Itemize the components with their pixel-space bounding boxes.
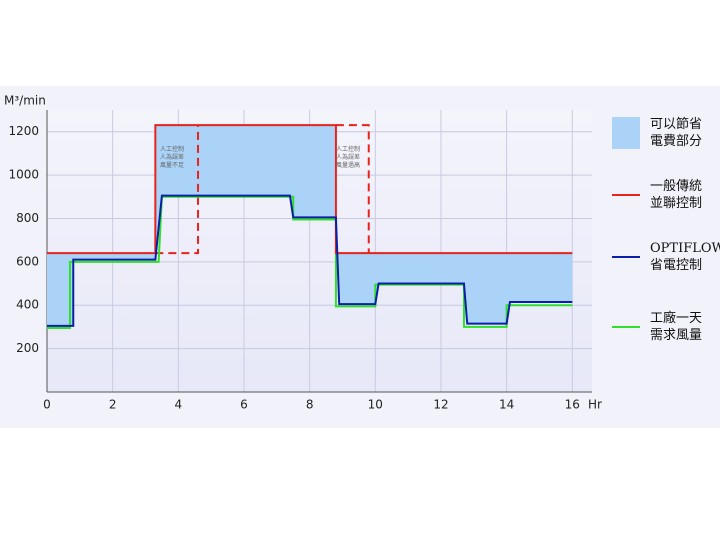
x-axis-label: Hr (588, 398, 602, 412)
dashed-line (335, 124, 370, 254)
annotation: 人工控制 人為誤差 風量過高 (336, 146, 361, 169)
x-tick-label: 12 (433, 398, 448, 412)
x-tick-label: 2 (109, 398, 117, 412)
legend-text: OPTIFLOW 省電控制 (650, 241, 720, 273)
savings-area (47, 125, 573, 326)
dashed-line (155, 125, 200, 255)
x-tick-label: 10 (368, 398, 383, 412)
legend-swatch (612, 117, 640, 149)
x-tick-label: 4 (175, 398, 183, 412)
legend-text: 一般傳統 並聯控制 (650, 179, 703, 211)
line (47, 194, 573, 327)
line (47, 195, 573, 330)
y-tick-label: 1200 (8, 124, 39, 138)
y-tick-label: 200 (16, 341, 39, 355)
x-tick-label: 6 (240, 398, 248, 412)
x-tick-label: 8 (306, 398, 314, 412)
x-tick-label: 16 (565, 398, 580, 412)
x-tick-label: 0 (43, 398, 51, 412)
y-tick-label: 800 (16, 211, 39, 225)
legend-text: 可以節省 電費部分 (650, 117, 703, 149)
line (47, 124, 573, 255)
y-tick-label: 1000 (8, 168, 39, 182)
y-tick-label: 400 (16, 298, 39, 312)
legend-text: 工廠一天 需求風量 (650, 311, 703, 343)
annotation: 人工控制 人為誤差 風量不足 (160, 146, 185, 169)
x-tick-label: 14 (499, 398, 514, 412)
y-tick-label: 600 (16, 254, 39, 268)
y-axis-label: M³/min (4, 94, 46, 108)
